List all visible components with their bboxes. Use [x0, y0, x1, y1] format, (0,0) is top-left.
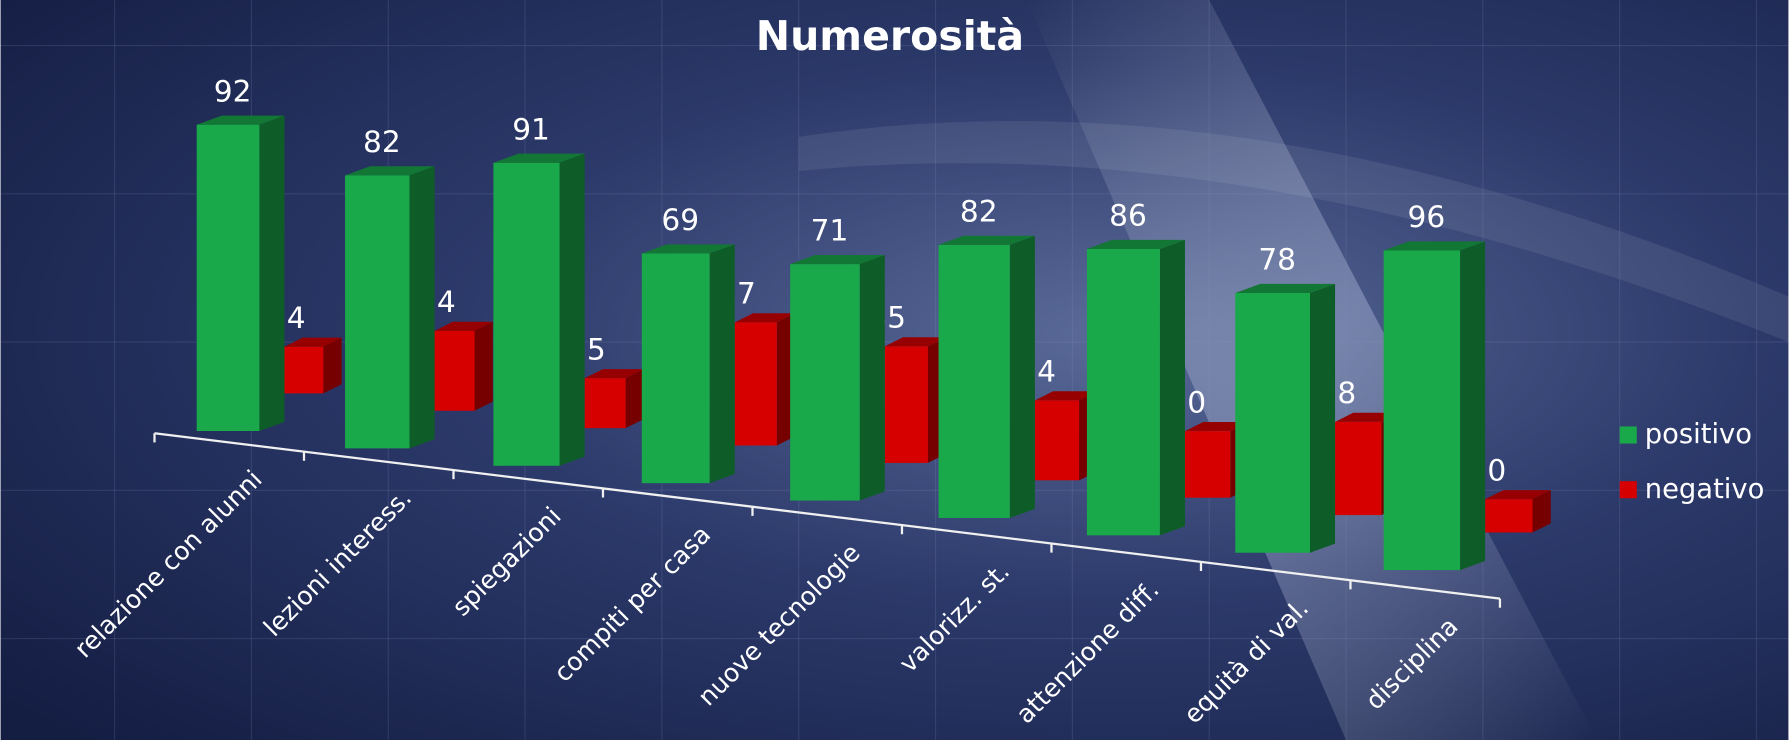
- bar: [1086, 239, 1185, 536]
- data-label: 82: [363, 124, 401, 159]
- bar-front: [1184, 431, 1231, 498]
- bar-side: [474, 321, 493, 411]
- bar-top: [284, 337, 342, 347]
- bar-side: [1309, 283, 1336, 553]
- bar-front: [641, 253, 710, 484]
- bar-front: [434, 330, 475, 411]
- bar-top: [493, 153, 585, 163]
- data-label: 69: [661, 202, 699, 237]
- bar-top: [884, 337, 947, 347]
- bar-side: [1009, 235, 1035, 518]
- bar: [734, 313, 796, 446]
- data-label: 71: [811, 213, 849, 248]
- bar-top: [790, 255, 885, 265]
- bar-top: [1383, 241, 1486, 251]
- bar-front: [884, 346, 928, 463]
- legend-swatch: [1619, 481, 1637, 499]
- bar: [345, 166, 435, 449]
- bar-top: [1184, 421, 1249, 432]
- bar-side: [1159, 239, 1185, 536]
- bar-front: [1485, 499, 1533, 533]
- bar: [1235, 283, 1336, 553]
- bar-side: [259, 115, 285, 432]
- bar-front: [584, 378, 626, 429]
- bar: [790, 255, 885, 501]
- bar: [938, 235, 1035, 518]
- bar: [1383, 241, 1486, 571]
- bar-top: [1485, 490, 1551, 500]
- bar-front: [790, 264, 860, 501]
- bar-top: [734, 313, 796, 323]
- data-label: 86: [1109, 198, 1147, 233]
- legend-swatch: [1619, 426, 1637, 444]
- bar-top: [1086, 239, 1185, 250]
- bar-side: [323, 337, 342, 394]
- data-label: 78: [1258, 242, 1296, 277]
- bar-top: [196, 115, 285, 125]
- bar-front: [1383, 250, 1461, 571]
- bar-front: [938, 244, 1010, 518]
- data-label: 82: [960, 194, 998, 229]
- bar-front: [1034, 400, 1080, 481]
- bar-front: [284, 346, 324, 394]
- bar: [1485, 490, 1551, 533]
- bar-side: [409, 166, 435, 449]
- bar-front: [734, 322, 777, 446]
- bar-front: [1235, 293, 1310, 553]
- bar: [584, 369, 644, 429]
- bar-side: [559, 153, 585, 466]
- legend-label: positivo: [1645, 419, 1752, 450]
- bar: [196, 115, 285, 432]
- bar-side: [1532, 490, 1551, 533]
- bar-front: [345, 175, 410, 449]
- data-label: 96: [1408, 199, 1446, 234]
- bar-top: [641, 244, 735, 254]
- bar-side: [859, 255, 885, 501]
- bar-top: [1034, 391, 1098, 401]
- bar-top: [1235, 283, 1336, 294]
- bar-top: [345, 166, 435, 176]
- legend-label: negativo: [1645, 474, 1765, 505]
- chart-title: Numerosità: [756, 12, 1024, 60]
- bar: [284, 337, 342, 394]
- bar-top: [938, 235, 1035, 245]
- bar-top: [434, 321, 493, 331]
- bar: [884, 337, 947, 463]
- bar: [641, 244, 735, 484]
- bar-top: [584, 369, 644, 379]
- bar-side: [1460, 241, 1486, 571]
- bar-side: [625, 369, 644, 429]
- x-axis: [154, 432, 1501, 600]
- light-streak: [798, 121, 1789, 343]
- bar-top: [1335, 412, 1400, 422]
- bar-side: [709, 244, 735, 484]
- bar: [434, 321, 493, 411]
- bar: [493, 153, 585, 466]
- data-label: 91: [512, 111, 550, 146]
- data-label: 92: [214, 73, 252, 108]
- bar-front: [1086, 249, 1160, 536]
- bar-front: [493, 162, 560, 466]
- bar-front: [1335, 421, 1382, 516]
- bar-front: [196, 124, 260, 432]
